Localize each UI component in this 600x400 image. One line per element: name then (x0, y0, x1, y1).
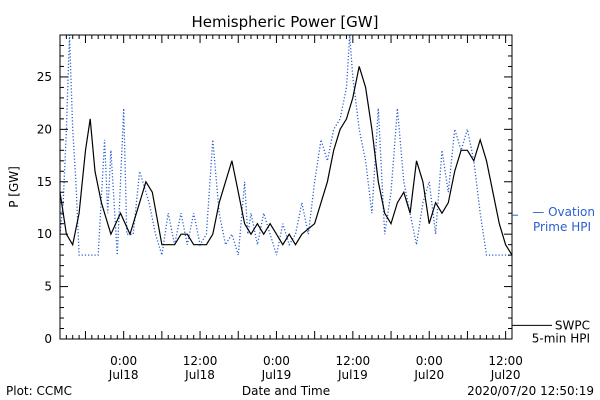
x-tick-time-label: 12:00 (183, 354, 218, 368)
ovation-legend-label-1: — Ovation (532, 205, 595, 219)
x-axis-label: Date and Time (242, 384, 330, 398)
x-tick-date-label: Jul18 (108, 368, 139, 382)
y-axis: 0 5 10 15 20 25 (37, 34, 512, 346)
x-axis: 0:00Jul1812:00Jul180:00Jul1912:00Jul190:… (59, 35, 523, 382)
y-tick-label: 5 (44, 280, 52, 294)
plot-frame (59, 34, 513, 340)
plot-timestamp: 2020/07/20 12:50:19 (467, 384, 594, 398)
ovation-prime-series (60, 35, 512, 256)
y-axis-label: P [GW] (7, 166, 21, 208)
x-tick-time-label: 0:00 (263, 354, 290, 368)
x-tick-date-label: Jul19 (261, 368, 292, 382)
series-layer (60, 35, 512, 256)
swpc-legend-label-2: 5-min HPI (532, 331, 590, 345)
x-tick-time-label: 0:00 (110, 354, 137, 368)
swpc-hpi-series (60, 66, 512, 256)
x-tick-time-label: 12:00 (336, 354, 371, 368)
y-tick-label: 0 (44, 332, 52, 346)
x-tick-date-label: Jul19 (337, 368, 368, 382)
x-tick-date-label: Jul20 (490, 368, 521, 382)
plot-credit: Plot: CCMC (6, 384, 72, 398)
y-tick-label: 15 (37, 175, 52, 189)
y-tick-label: 20 (37, 122, 52, 136)
x-tick-time-label: 0:00 (416, 354, 443, 368)
y-tick-label: 10 (37, 227, 52, 241)
swpc-legend-label-1: SWPC (555, 318, 590, 332)
x-tick-date-label: Jul20 (413, 368, 444, 382)
chart-title: Hemispheric Power [GW] (192, 13, 379, 31)
ovation-legend-label-2: Prime HPI (533, 220, 591, 234)
y-tick-label: 25 (37, 70, 52, 84)
x-tick-date-label: Jul18 (184, 368, 215, 382)
x-tick-time-label: 12:00 (488, 354, 523, 368)
